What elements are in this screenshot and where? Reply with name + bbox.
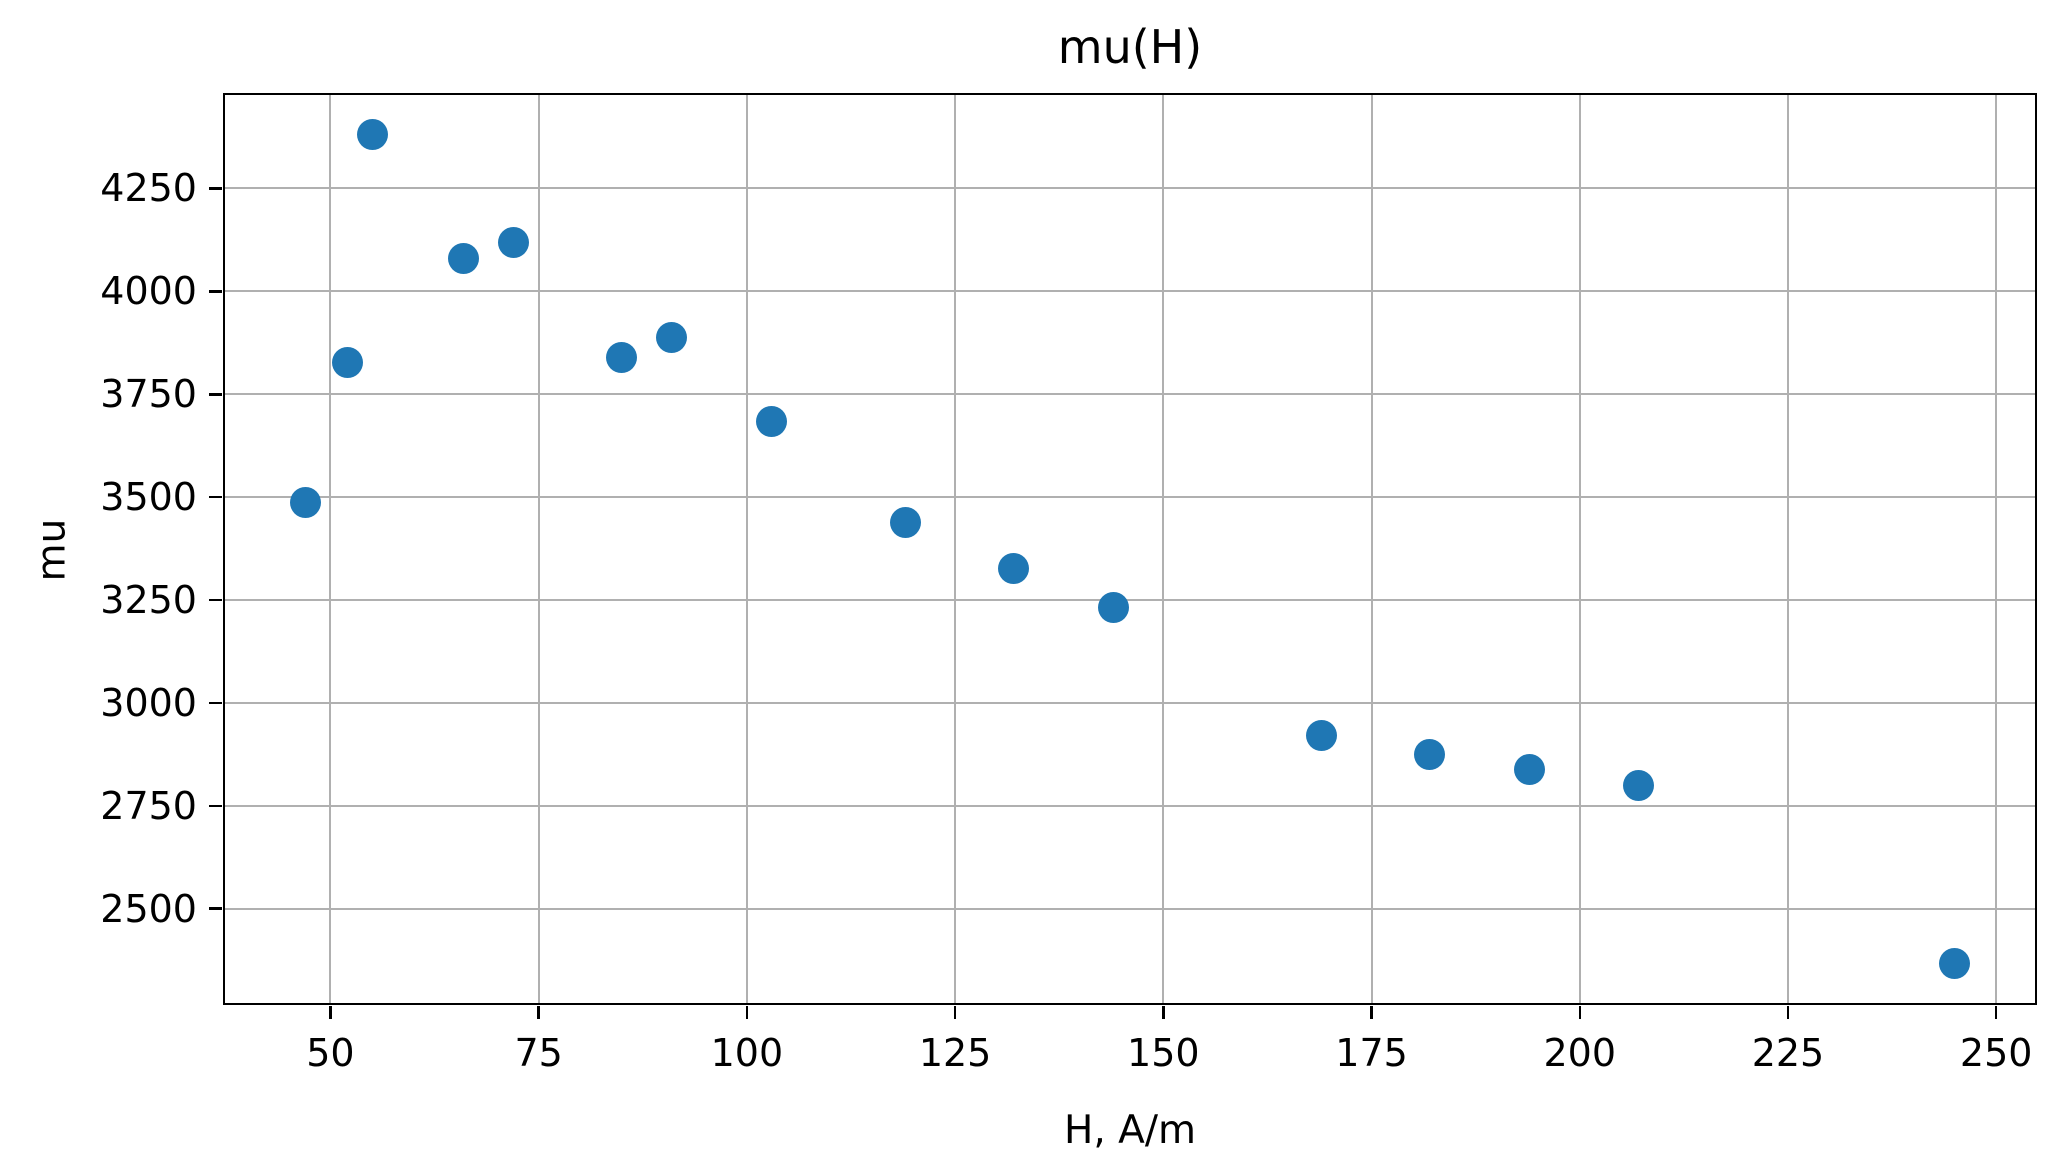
- x-tick-100: [745, 1006, 749, 1019]
- data-point: [448, 243, 480, 275]
- y-gridline-4250: [223, 187, 2037, 190]
- y-tick-label-4000: 4000: [100, 269, 197, 314]
- data-point: [1514, 754, 1546, 786]
- y-tick-label-3500: 3500: [100, 475, 197, 520]
- y-tick-label-2750: 2750: [100, 783, 197, 828]
- chart-title: mu(H): [1057, 20, 1203, 74]
- data-point: [331, 347, 363, 379]
- x-tick-175: [1370, 1006, 1373, 1019]
- x-tick-label-250: 250: [1959, 1031, 2033, 1075]
- x-tick-label-75: 75: [514, 1031, 563, 1075]
- x-tick-label-200: 200: [1543, 1031, 1617, 1075]
- x-tick-125: [953, 1006, 957, 1019]
- x-tick-250: [1994, 1006, 1998, 1019]
- data-point: [289, 486, 321, 518]
- x-axis-label: H, A/m: [1064, 1108, 1196, 1153]
- x-tick-label-125: 125: [918, 1031, 992, 1075]
- y-tick-3250: [209, 598, 222, 602]
- data-point: [498, 226, 530, 258]
- y-axis-label: mu: [29, 518, 75, 582]
- y-gridline-3250: [223, 599, 2037, 602]
- x-tick-label-225: 225: [1751, 1031, 1825, 1075]
- x-gridline-225: [1786, 93, 1789, 1005]
- data-point: [356, 119, 388, 151]
- y-gridline-4000: [223, 290, 2037, 293]
- x-gridline-200: [1578, 93, 1581, 1005]
- data-point: [606, 341, 638, 373]
- x-tick-label-50: 50: [306, 1031, 355, 1075]
- x-gridline-50: [329, 93, 332, 1005]
- x-tick-150: [1162, 1006, 1165, 1019]
- y-tick-2500: [209, 907, 222, 910]
- x-tick-label-150: 150: [1127, 1031, 1200, 1075]
- y-tick-label-3000: 3000: [100, 680, 197, 725]
- x-gridline-100: [745, 93, 748, 1005]
- x-gridline-175: [1370, 93, 1373, 1005]
- x-gridline-150: [1162, 93, 1165, 1005]
- y-gridline-3750: [223, 393, 2037, 396]
- data-point: [1097, 591, 1129, 623]
- y-gridline-2750: [223, 804, 2037, 807]
- x-tick-200: [1578, 1006, 1581, 1019]
- data-point: [997, 553, 1029, 585]
- y-tick-label-2500: 2500: [100, 886, 197, 931]
- x-tick-75: [537, 1006, 540, 1019]
- y-tick-3500: [209, 495, 222, 499]
- y-gridline-3500: [223, 496, 2037, 499]
- y-tick-3750: [209, 393, 222, 396]
- y-tick-4250: [209, 187, 222, 190]
- y-gridline-2500: [223, 907, 2037, 910]
- y-tick-label-4250: 4250: [100, 166, 197, 211]
- x-tick-label-100: 100: [710, 1031, 784, 1075]
- y-tick-2750: [209, 804, 222, 808]
- plot-area: [223, 93, 2037, 1005]
- data-point: [1414, 739, 1446, 771]
- data-point: [756, 405, 788, 437]
- x-gridline-75: [537, 93, 540, 1005]
- y-tick-4000: [209, 290, 222, 293]
- data-point: [1306, 720, 1338, 752]
- data-point: [889, 506, 921, 538]
- data-point: [656, 321, 688, 353]
- data-point: [1622, 769, 1654, 801]
- y-tick-label-3250: 3250: [100, 578, 197, 623]
- x-tick-label-175: 175: [1335, 1031, 1408, 1075]
- data-point: [1939, 947, 1971, 979]
- x-gridline-125: [954, 93, 957, 1005]
- y-tick-label-3750: 3750: [100, 372, 197, 417]
- y-gridline-3000: [223, 701, 2037, 704]
- x-tick-50: [329, 1006, 332, 1019]
- x-gridline-250: [1995, 93, 1998, 1005]
- y-tick-3000: [209, 701, 222, 705]
- x-tick-225: [1786, 1006, 1790, 1019]
